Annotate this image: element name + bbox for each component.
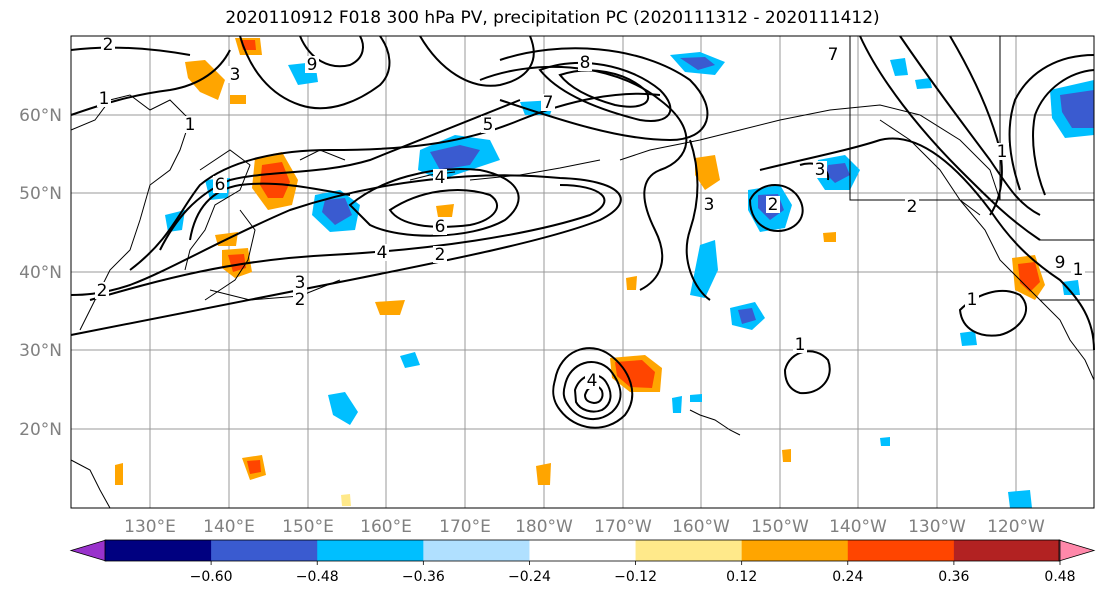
contour-label: 1: [997, 142, 1008, 162]
longitude-tick-label: 160°W: [672, 517, 730, 537]
colorbar-tick-label: 0.48: [1044, 569, 1075, 585]
contour-label: 8: [580, 53, 591, 73]
positive-anomaly-region: [242, 455, 266, 480]
longitude-tick-label: 160°E: [360, 517, 412, 537]
colorbar-segment: [317, 540, 424, 561]
contour-label: 1: [1073, 260, 1084, 280]
contour-label: 3: [230, 65, 241, 85]
positive-anomaly-region: [610, 355, 662, 392]
contour-label: 1: [795, 335, 806, 355]
contour-label: 6: [215, 175, 226, 195]
colorbar-tick-label: −0.60: [190, 569, 233, 585]
colorbar-segment: [529, 540, 637, 561]
latitude-tick-label: 50°N: [19, 184, 62, 204]
colorbar-tick-label: 0.36: [938, 569, 969, 585]
contour-label: 3: [704, 195, 715, 215]
positive-anomaly-region: [222, 248, 252, 278]
contour-label: 4: [587, 371, 598, 391]
contour-label: 2: [103, 35, 114, 55]
negative-anomaly-region: [418, 135, 500, 180]
contour-label: 2: [435, 245, 446, 265]
contour-label: 2: [97, 281, 108, 301]
longitude-tick-label: 150°W: [751, 517, 809, 537]
longitude-tick-label: 120°W: [987, 517, 1045, 537]
positive-anomaly-region: [1012, 255, 1045, 300]
colorbar-segment: [211, 540, 318, 561]
colorbar-tick-label: −0.48: [296, 569, 339, 585]
negative-anomaly-region: [690, 240, 718, 298]
latitude-tick-label: 30°N: [19, 341, 62, 361]
longitude-tick-label: 130°E: [124, 517, 176, 537]
contour-label: 3: [815, 160, 826, 180]
longitude-tick-label: 170°E: [439, 517, 491, 537]
latitude-tick-label: 20°N: [19, 420, 62, 440]
negative-anomaly-region: [730, 302, 765, 330]
coastlines: [70, 36, 1095, 509]
precipitation-shading: [115, 38, 1094, 508]
map-title: 2020110912 F018 300 hPa PV, precipitatio…: [225, 8, 880, 28]
contour-label: 4: [377, 243, 388, 263]
map-frame: [70, 35, 1095, 509]
contour-label: 1: [185, 115, 196, 135]
contour-label: 2: [295, 290, 306, 310]
contour-label: 5: [483, 115, 494, 135]
colorbar-segment: [741, 540, 849, 561]
colorbar-segment: [635, 540, 743, 561]
positive-anomaly-region: [252, 152, 298, 210]
contour-label: 4: [435, 168, 446, 188]
contour-label: 7: [828, 45, 839, 65]
longitude-tick-label: 170°W: [594, 517, 652, 537]
contour-label: 9: [307, 55, 318, 75]
longitude-tick-label: 150°E: [282, 517, 334, 537]
longitude-tick-label: 140°W: [829, 517, 887, 537]
colorbar-tick-label: 0.12: [726, 569, 757, 585]
colorbar-tick-label: −0.36: [402, 569, 445, 585]
colorbar-segment: [847, 540, 955, 561]
colorbar-segment: [105, 540, 212, 561]
contour-label: 3: [295, 273, 306, 293]
contour-label: 1: [967, 290, 978, 310]
latitude-labels: 60°N 50°N 40°N 30°N 20°N: [19, 106, 62, 440]
longitude-tick-label: 130°W: [908, 517, 966, 537]
negative-anomaly-region: [670, 52, 725, 75]
graticule: [71, 36, 1094, 508]
latitude-tick-label: 40°N: [19, 263, 62, 283]
contour-label: 2: [907, 197, 918, 217]
colorbar-segment: [953, 540, 1061, 561]
longitude-tick-label: 180°W: [515, 517, 573, 537]
colorbar-extend-min: [69, 539, 107, 562]
contour-label: 6: [435, 217, 446, 237]
colorbar-segment: [423, 540, 530, 561]
colorbar-tick-label: 0.24: [832, 569, 863, 585]
longitude-tick-label: 140°E: [203, 517, 255, 537]
negative-anomaly-region: [1050, 80, 1094, 138]
contour-label: 2: [768, 195, 779, 215]
negative-anomaly-region: [328, 392, 358, 425]
colorbar-tick-label: −0.12: [614, 569, 657, 585]
colorbar-extend-max: [1058, 539, 1096, 562]
colorbar: −0.60 −0.48 −0.36 −0.24 −0.12 0.12 0.24 0.36 0.4…: [69, 539, 1096, 585]
contour-label: 1: [99, 89, 110, 109]
contour-label: 9: [1055, 253, 1066, 273]
colorbar-tick-label: −0.24: [508, 569, 551, 585]
contour-label: 7: [543, 93, 554, 113]
latitude-tick-label: 60°N: [19, 106, 62, 126]
longitude-labels: 130°E 140°E 150°E 160°E 170°E 180°W 170°W 160°W…: [124, 517, 1045, 537]
